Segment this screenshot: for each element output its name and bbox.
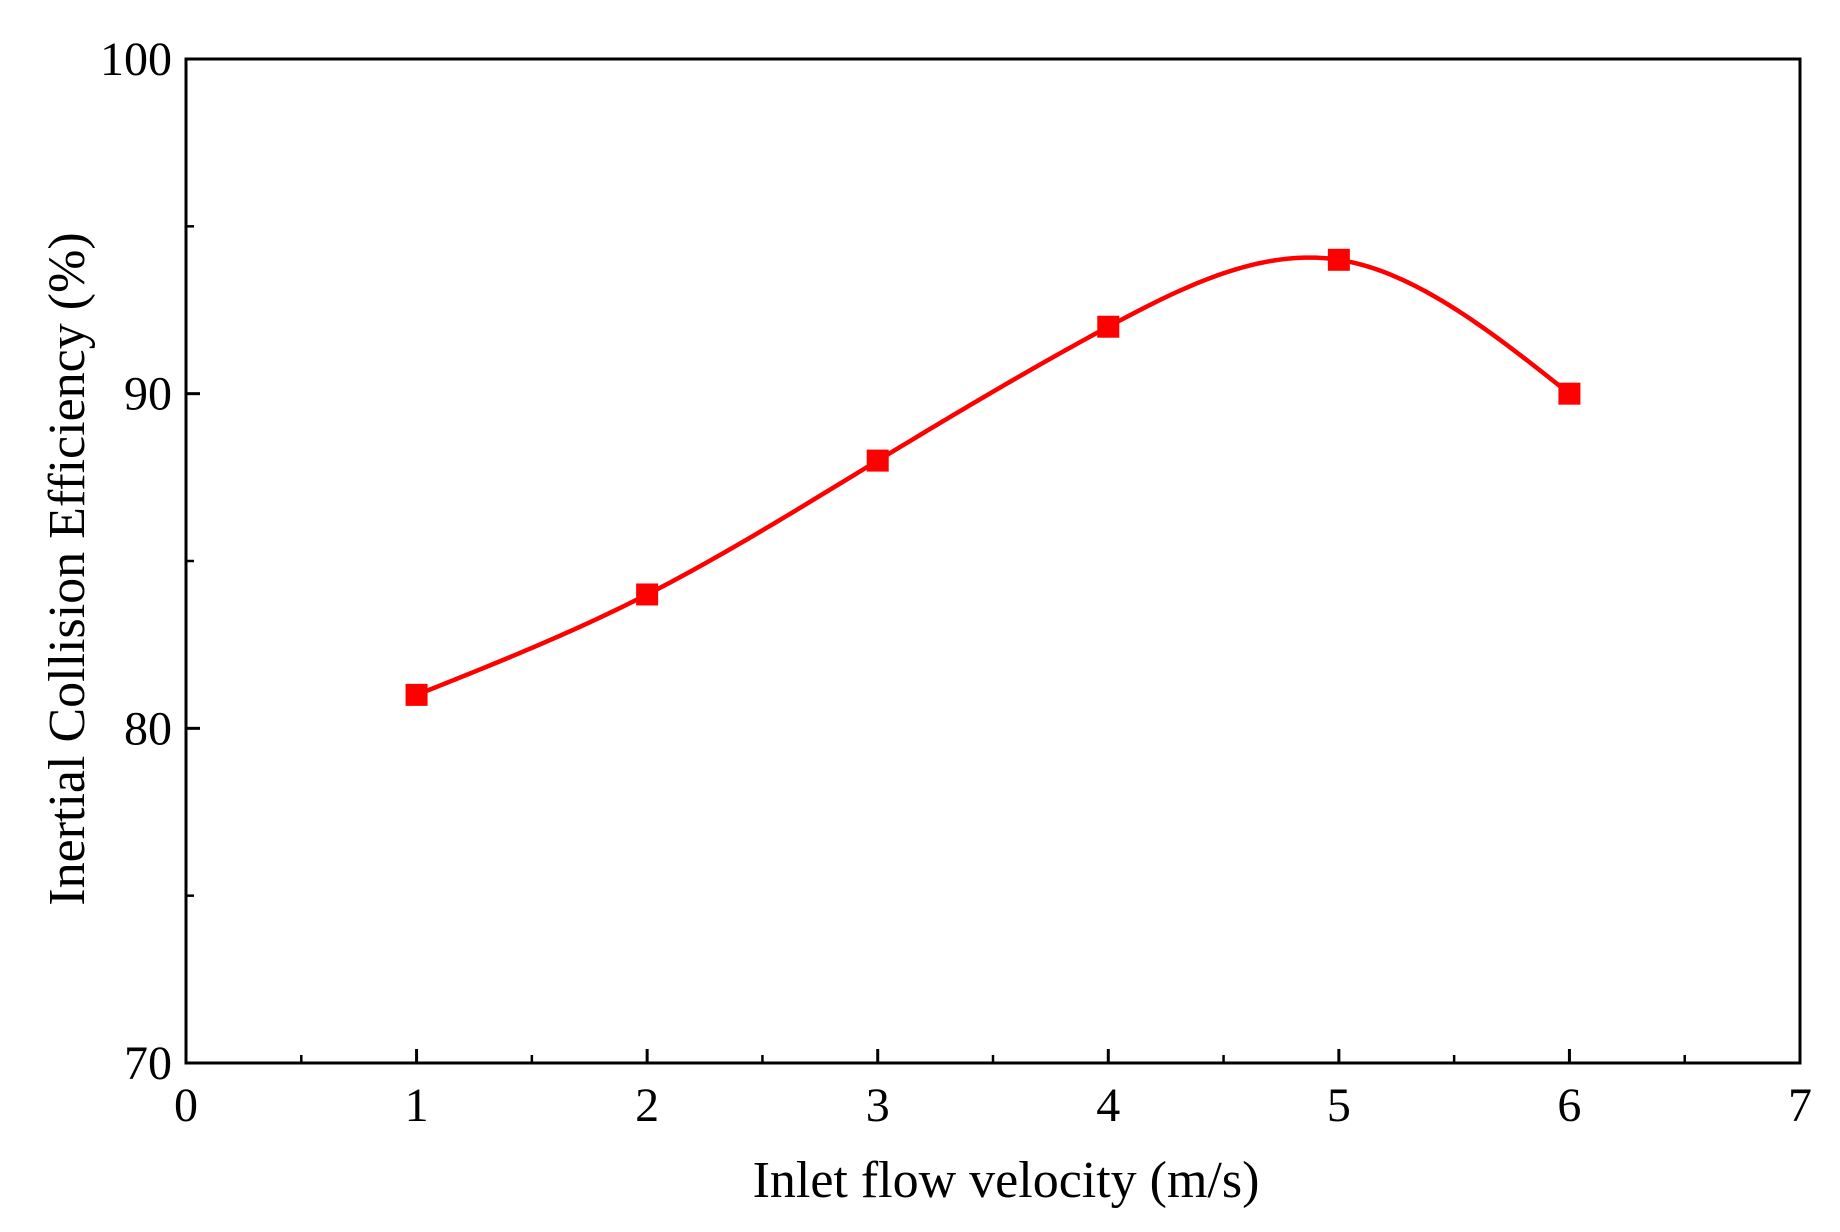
data-point-marker [1327, 248, 1350, 271]
y-tick-label: 90 [124, 368, 172, 421]
x-tick-label: 2 [635, 1079, 659, 1132]
series-line [415, 255, 1571, 697]
x-tick-label: 6 [1557, 1079, 1581, 1132]
y-tick-label: 100 [100, 33, 172, 86]
x-tick-label: 1 [405, 1079, 429, 1132]
plot-frame [184, 57, 1802, 1065]
x-tick-label: 3 [866, 1079, 890, 1132]
data-point-marker [1558, 382, 1581, 405]
y-tick-label: 80 [124, 702, 172, 755]
series-layer [405, 248, 1581, 706]
x-axis-title: Inlet flow velocity (m/s) [753, 1152, 1260, 1209]
y-tick-label: 70 [124, 1037, 172, 1090]
x-tick-label: 7 [1788, 1079, 1812, 1132]
x-tick-label: 0 [174, 1079, 198, 1132]
x-tick-label: 5 [1327, 1079, 1351, 1132]
tick-labels: 0 1 2 3 4 5 6 7 70 80 90 100 [100, 33, 1812, 1132]
data-point-marker [1097, 315, 1120, 338]
data-point-marker [405, 683, 428, 706]
data-point-marker [636, 583, 659, 606]
tick-marks [184, 57, 1802, 1065]
data-point-marker [866, 449, 889, 472]
y-axis-title: Inertial Collision Efficiency (%) [39, 232, 96, 905]
x-tick-label: 4 [1096, 1079, 1120, 1132]
